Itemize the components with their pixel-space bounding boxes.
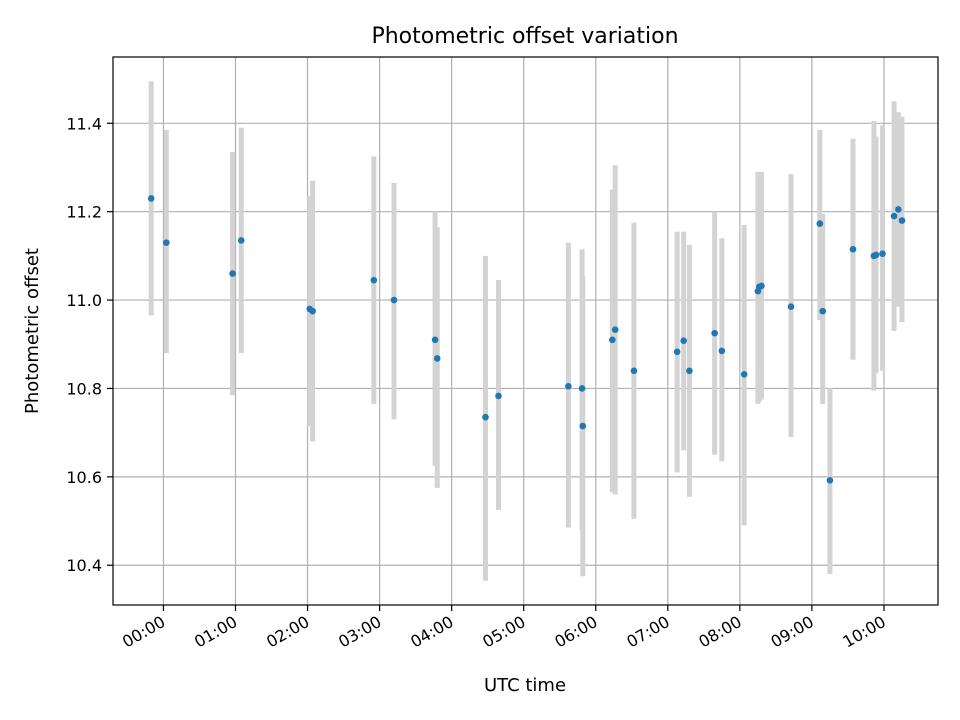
data-point — [237, 237, 245, 244]
data-point — [680, 337, 687, 345]
x-axis-label: UTC time — [484, 675, 566, 696]
data-point — [309, 307, 316, 315]
y-tick-label: 10.6 — [66, 468, 102, 487]
data-point — [579, 422, 587, 430]
chart-title: Photometric offset variation — [371, 24, 678, 49]
data-point — [895, 206, 902, 213]
data-point — [718, 347, 726, 355]
data-point — [898, 217, 906, 224]
data-point — [147, 195, 155, 202]
y-axis-label: Photometric offset — [22, 248, 43, 414]
data-point — [816, 220, 824, 227]
y-axis-ticks: 10.4 10.6 10.8 11.0 11.2 11.4 — [66, 114, 113, 575]
data-point — [673, 348, 681, 356]
y-tick-label: 11.2 — [66, 203, 102, 222]
data-point — [611, 326, 619, 333]
data-point — [872, 251, 880, 259]
data-point — [758, 282, 765, 290]
y-tick-label: 11.4 — [66, 114, 102, 133]
data-point — [849, 245, 857, 253]
data-point — [390, 296, 398, 304]
data-point — [229, 270, 236, 277]
data-point — [826, 477, 834, 484]
data-point — [879, 250, 886, 257]
data-point — [370, 276, 378, 284]
data-point — [819, 307, 827, 315]
data-point — [740, 371, 748, 378]
plot-frame — [112, 56, 939, 606]
data-points — [147, 195, 906, 484]
data-point — [711, 329, 718, 337]
data-point — [630, 367, 638, 375]
data-point — [163, 239, 170, 246]
data-point — [495, 392, 502, 400]
data-point — [431, 336, 439, 344]
data-point — [578, 385, 586, 392]
data-point — [433, 355, 441, 362]
y-tick-label: 10.4 — [66, 556, 102, 575]
y-tick-label: 10.8 — [66, 379, 102, 398]
data-point — [890, 212, 898, 220]
data-point — [787, 303, 795, 310]
data-point — [482, 413, 489, 421]
y-tick-label: 11.0 — [66, 291, 102, 310]
data-point — [686, 367, 693, 375]
data-point — [565, 382, 572, 390]
data-point — [609, 336, 616, 344]
